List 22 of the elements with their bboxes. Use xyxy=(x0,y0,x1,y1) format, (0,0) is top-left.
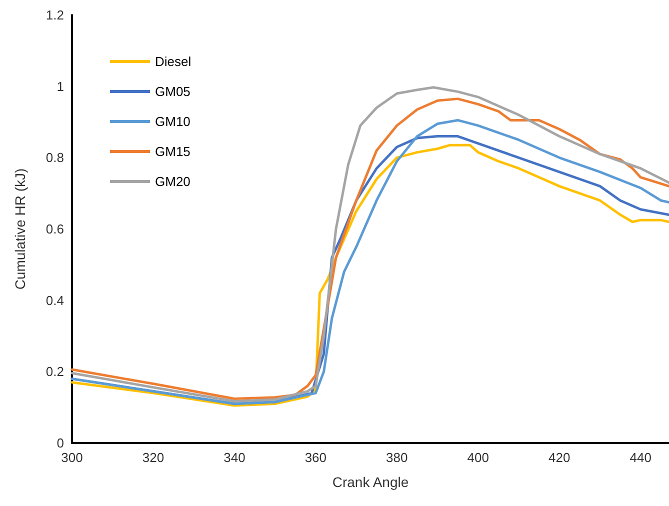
y-tick-label: 0.6 xyxy=(46,222,64,236)
legend-label: GM20 xyxy=(155,174,190,189)
y-tick-label: 1 xyxy=(56,78,64,94)
x-axis-title: Crank Angle xyxy=(332,474,409,490)
y-tick-label: 0.4 xyxy=(46,292,64,308)
y-axis-title: Cumulative HR (kJ) xyxy=(12,168,28,290)
x-tick-label: 320 xyxy=(142,450,164,465)
legend-label: GM05 xyxy=(155,84,190,99)
x-tick-label: 440 xyxy=(630,450,652,465)
x-tick-label: 380 xyxy=(386,450,408,465)
x-tick-label: 420 xyxy=(548,450,570,465)
x-tick-label: 400 xyxy=(467,450,489,465)
legend-label: GM15 xyxy=(155,144,190,159)
x-tick-label: 340 xyxy=(224,450,246,465)
y-tick-label: 0.2 xyxy=(46,364,64,380)
x-tick-label: 360 xyxy=(304,450,327,465)
x-tick-label: 300 xyxy=(61,450,83,465)
y-tick-label: 0.8 xyxy=(46,150,64,166)
y-tick-label: 1.2 xyxy=(46,8,64,22)
legend-label: GM10 xyxy=(155,114,190,129)
legend-label: Diesel xyxy=(155,54,192,69)
y-tick-label: 0 xyxy=(56,436,64,450)
